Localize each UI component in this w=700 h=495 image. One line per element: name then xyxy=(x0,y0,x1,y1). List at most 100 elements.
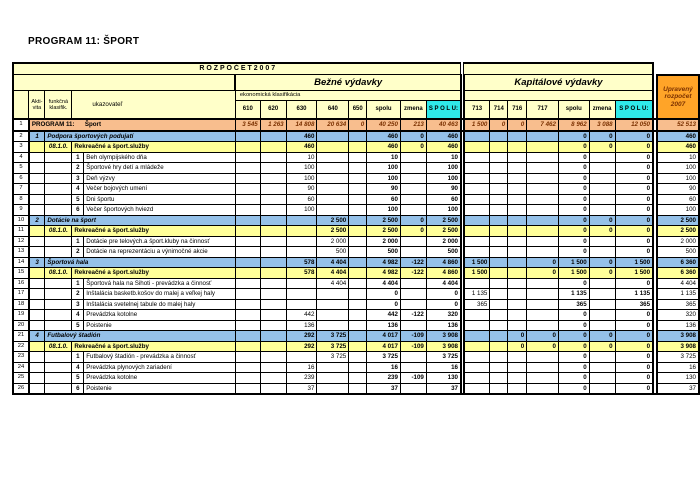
kapitalove-value-cell xyxy=(526,162,559,174)
kapitalove-value-cell: 0 xyxy=(557,340,590,352)
ukazovatel-col-header: ukazovateľ xyxy=(71,90,236,120)
bezne-value-cell xyxy=(259,319,287,331)
activity-number-cell xyxy=(28,193,46,205)
table-row: 15 08.1.0. Rekreačné a šport.služby 578 4 40… xyxy=(12,267,700,279)
bezne-value-cell xyxy=(285,298,318,310)
ekonomicka-klasifikacia-label: ekonomická klasifikácia xyxy=(234,90,462,101)
bezne-value-cell: 460 xyxy=(285,130,318,142)
functional-class-cell xyxy=(44,193,73,205)
kapitalove-value-cell: 7 462 xyxy=(526,118,559,132)
bezne-value-cell: 130 xyxy=(425,372,462,384)
section-gap xyxy=(459,74,465,91)
col-713: 713 xyxy=(463,100,491,120)
bezne-value-cell: 100 xyxy=(366,172,401,184)
indicator-label-cell: Prevádzka kotolne xyxy=(83,372,236,384)
kapitalove-value-cell xyxy=(526,130,559,142)
bezne-value-cell: 3 908 xyxy=(425,330,462,342)
bezne-value-cell xyxy=(348,204,368,216)
table-row: 21 4 Futbalový štadión 292 3 725 4 017 -109 3 9… xyxy=(12,330,700,342)
activity-number-cell: 4 xyxy=(28,330,46,342)
bezne-value-cell: 60 xyxy=(366,193,401,205)
kapitalove-value-cell xyxy=(489,172,509,184)
item-number-cell: 1 xyxy=(71,235,85,247)
kapitalove-value-cell: 0 xyxy=(614,309,655,321)
kapitalove-value-cell: 0 xyxy=(614,193,655,205)
upraveny-value-cell: 6 360 xyxy=(655,267,700,279)
bezne-value-cell xyxy=(259,235,287,247)
section-gap xyxy=(459,320,465,331)
bezne-value-cell: 37 xyxy=(285,382,318,395)
header-ekonomicka-row: Akti- vita funkčná klasifik. ukazovateľ … xyxy=(12,90,699,120)
kapitalove-value-cell xyxy=(489,246,509,258)
section-gap xyxy=(459,173,465,184)
bezne-value-cell xyxy=(234,298,261,310)
bezne-value-cell: 3 908 xyxy=(425,340,462,352)
bezne-value-cell xyxy=(348,151,368,163)
bezne-value-cell xyxy=(399,277,427,289)
functional-class-cell xyxy=(44,288,73,300)
table-row: 2 1 Podpora športových podujatí 460 460 0 460 0… xyxy=(12,130,700,142)
table-row: 13 2 Dotácie na reprezentáciu a výnimočné … xyxy=(12,246,700,258)
bezne-value-cell xyxy=(399,151,427,163)
bezne-value-cell xyxy=(259,309,287,321)
upraveny-value-cell: 16 xyxy=(655,361,700,373)
item-number-cell: 4 xyxy=(71,361,85,373)
kapitalove-value-cell xyxy=(588,172,616,184)
kapitalove-value-cell xyxy=(507,256,528,268)
kapitalove-value-cell xyxy=(489,340,509,352)
functional-class-cell xyxy=(44,298,73,310)
activity-number-cell xyxy=(28,172,46,184)
page-title: PROGRAM 11: ŠPORT xyxy=(28,36,140,47)
bezne-value-cell xyxy=(348,193,368,205)
kapitalove-value-cell xyxy=(588,193,616,205)
section-gap xyxy=(652,320,658,331)
functional-class-cell xyxy=(44,172,73,184)
kapitalove-value-cell xyxy=(463,246,491,258)
col-spolu-kap: spolu xyxy=(557,100,590,120)
kapitalove-value-cell xyxy=(489,162,509,174)
col-630: 630 xyxy=(285,100,318,120)
row-number-cell: 11 xyxy=(12,225,30,237)
indicator-label-cell: Futbalový štadión - prevádzka a činnosť xyxy=(83,351,236,363)
bezne-value-cell: 2 000 xyxy=(425,235,462,247)
kapitalove-value-cell xyxy=(526,141,559,153)
bezne-value-cell xyxy=(234,214,261,226)
activity-label-cell: Športová hala xyxy=(44,256,236,268)
bezne-value-cell xyxy=(259,246,287,258)
section-gap xyxy=(459,204,465,215)
kapitalove-value-cell: 0 xyxy=(526,340,559,352)
col-zmena-kap: zmena xyxy=(588,100,616,120)
kapitalove-value-cell xyxy=(526,351,559,363)
kapitalove-value-cell: 0 xyxy=(614,172,655,184)
bezne-value-cell: 4 404 xyxy=(316,267,350,279)
kapitalove-value-cell xyxy=(463,382,491,395)
kapitalove-value-cell: 1 500 xyxy=(614,256,655,268)
section-gap xyxy=(652,236,658,247)
kapitalove-value-cell xyxy=(463,309,491,321)
section-gap xyxy=(652,288,658,299)
bezne-value-cell xyxy=(348,246,368,258)
upraveny-value-cell: 3 725 xyxy=(655,351,700,363)
bezne-value-cell: 4 982 xyxy=(366,256,401,268)
bezne-value-cell xyxy=(234,193,261,205)
bezne-value-cell: 442 xyxy=(285,309,318,321)
kapitalove-value-cell xyxy=(526,372,559,384)
kapitalove-value-cell: 1 500 xyxy=(557,267,590,279)
bezne-value-cell xyxy=(234,372,261,384)
section-gap xyxy=(459,309,465,320)
section-gap xyxy=(652,100,658,119)
bezne-value-cell xyxy=(234,288,261,300)
upraveny-value-cell: 2 000 xyxy=(655,235,700,247)
section-gap xyxy=(459,351,465,362)
functional-class-cell: 08.1.0. xyxy=(44,267,73,279)
table-row: 16 1 Športová hala na Sihoti - prevádzka a… xyxy=(12,277,700,289)
bezne-value-cell xyxy=(259,330,287,342)
kapitalove-value-cell: 0 xyxy=(614,246,655,258)
functional-class-cell xyxy=(44,372,73,384)
section-gap xyxy=(652,90,658,101)
section-gap xyxy=(459,288,465,299)
functional-class-cell xyxy=(44,309,73,321)
table-row: 26 6 Poistenie 37 37 37 0 0 37 xyxy=(12,382,700,395)
bezne-value-cell xyxy=(259,372,287,384)
bezne-value-cell: 2 500 xyxy=(316,214,350,226)
